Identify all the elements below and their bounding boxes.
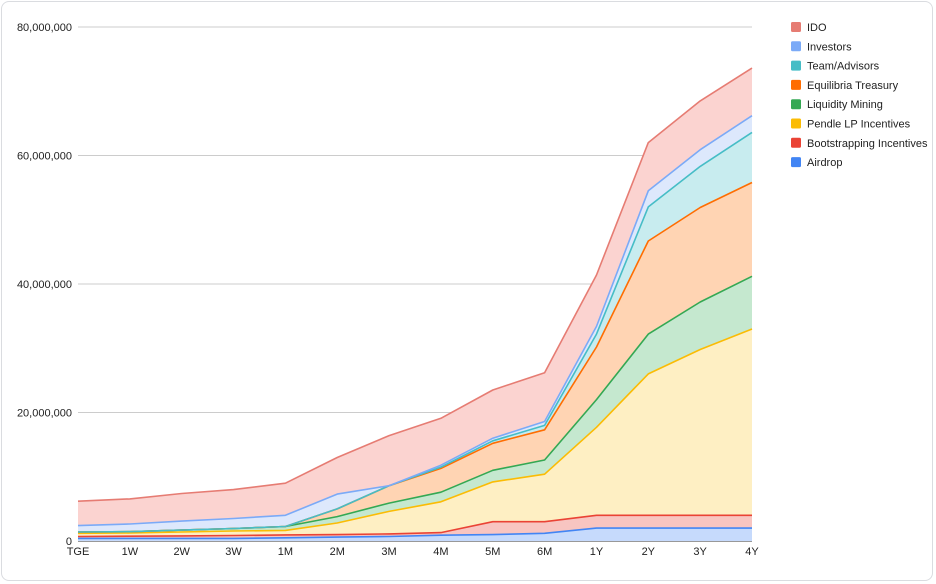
line-investors: [77, 115, 753, 527]
legend-item-bootstrapping-incentives[interactable]: Bootstrapping Incentives: [791, 137, 928, 150]
legend-swatch: [791, 22, 801, 32]
legend-label: Liquidity Mining: [807, 99, 883, 111]
legend-item-ido[interactable]: IDO: [791, 22, 827, 34]
legend-swatch: [791, 60, 801, 71]
line-pendle-lp-incentives: [77, 328, 753, 535]
legend-label: Bootstrapping Incentives: [807, 138, 928, 150]
legend-swatch: [791, 118, 801, 129]
series-lines: [77, 67, 753, 540]
area-liquidity-mining: [78, 276, 752, 534]
legend-label: IDO: [807, 22, 827, 34]
x-tick-label: 5M: [485, 546, 500, 558]
x-tick-label: 4M: [433, 546, 448, 558]
x-tick-label: 3W: [225, 546, 242, 558]
y-axis: 0 20,000,000 40,000,000 60,000,000 80,000,00…: [17, 22, 72, 548]
x-tick-label: 2M: [330, 546, 345, 558]
legend-label: Pendle LP Incentives: [807, 119, 911, 131]
legend-label: Equilibria Treasury: [807, 80, 899, 92]
legend-item-pendle-lp-incentives[interactable]: Pendle LP Incentives: [791, 118, 911, 131]
legend-label: Airdrop: [807, 157, 842, 169]
y-tick-label: 40,000,000: [17, 279, 72, 291]
area-airdrop: [78, 528, 752, 541]
legend-swatch: [791, 137, 801, 148]
legend-swatch: [791, 157, 801, 168]
y-tick-label: 60,000,000: [17, 151, 72, 163]
legend: IDO Investors Team/Advisors Equilibria Trea…: [791, 22, 928, 169]
x-tick-label: 4Y: [745, 546, 759, 558]
y-tick-label: 0: [66, 536, 72, 548]
x-axis: TGE 1W 2W 3W 1M 2M 3M 4M 5M 6M 1Y 2Y 3Y 4Y: [67, 546, 760, 558]
legend-item-airdrop[interactable]: Airdrop: [791, 157, 842, 169]
x-tick-label: 2Y: [642, 546, 656, 558]
legend-swatch: [791, 99, 801, 110]
legend-label: Team/Advisors: [807, 61, 880, 73]
x-tick-label: 2W: [173, 546, 190, 558]
legend-swatch: [791, 79, 801, 90]
x-tick-label: 1M: [278, 546, 293, 558]
x-tick-label: TGE: [67, 546, 90, 558]
x-tick-label: 3Y: [693, 546, 707, 558]
area-pendle-lp-incentives: [78, 329, 752, 537]
area-equilibria-treasury: [78, 182, 752, 532]
area-layers: [78, 68, 752, 541]
x-tick-label: 6M: [537, 546, 552, 558]
legend-item-investors[interactable]: Investors: [791, 41, 852, 53]
legend-item-liquidity-mining[interactable]: Liquidity Mining: [791, 99, 883, 111]
legend-item-team-advisors[interactable]: Team/Advisors: [791, 60, 880, 73]
line-bootstrapping-incentives: [77, 514, 752, 538]
line-team-advisors: [77, 131, 753, 533]
legend-label: Investors: [807, 41, 852, 53]
line-ido: [77, 67, 753, 502]
area-bootstrapping-incentives: [78, 515, 752, 539]
x-tick-label: 3M: [381, 546, 396, 558]
line-airdrop: [78, 527, 752, 540]
legend-swatch: [791, 41, 801, 52]
x-tick-label: 1W: [122, 546, 139, 558]
y-tick-label: 80,000,000: [17, 22, 72, 34]
x-tick-label: 1Y: [590, 546, 604, 558]
legend-item-equilibria-treasury[interactable]: Equilibria Treasury: [791, 79, 899, 92]
y-tick-label: 20,000,000: [17, 408, 72, 420]
